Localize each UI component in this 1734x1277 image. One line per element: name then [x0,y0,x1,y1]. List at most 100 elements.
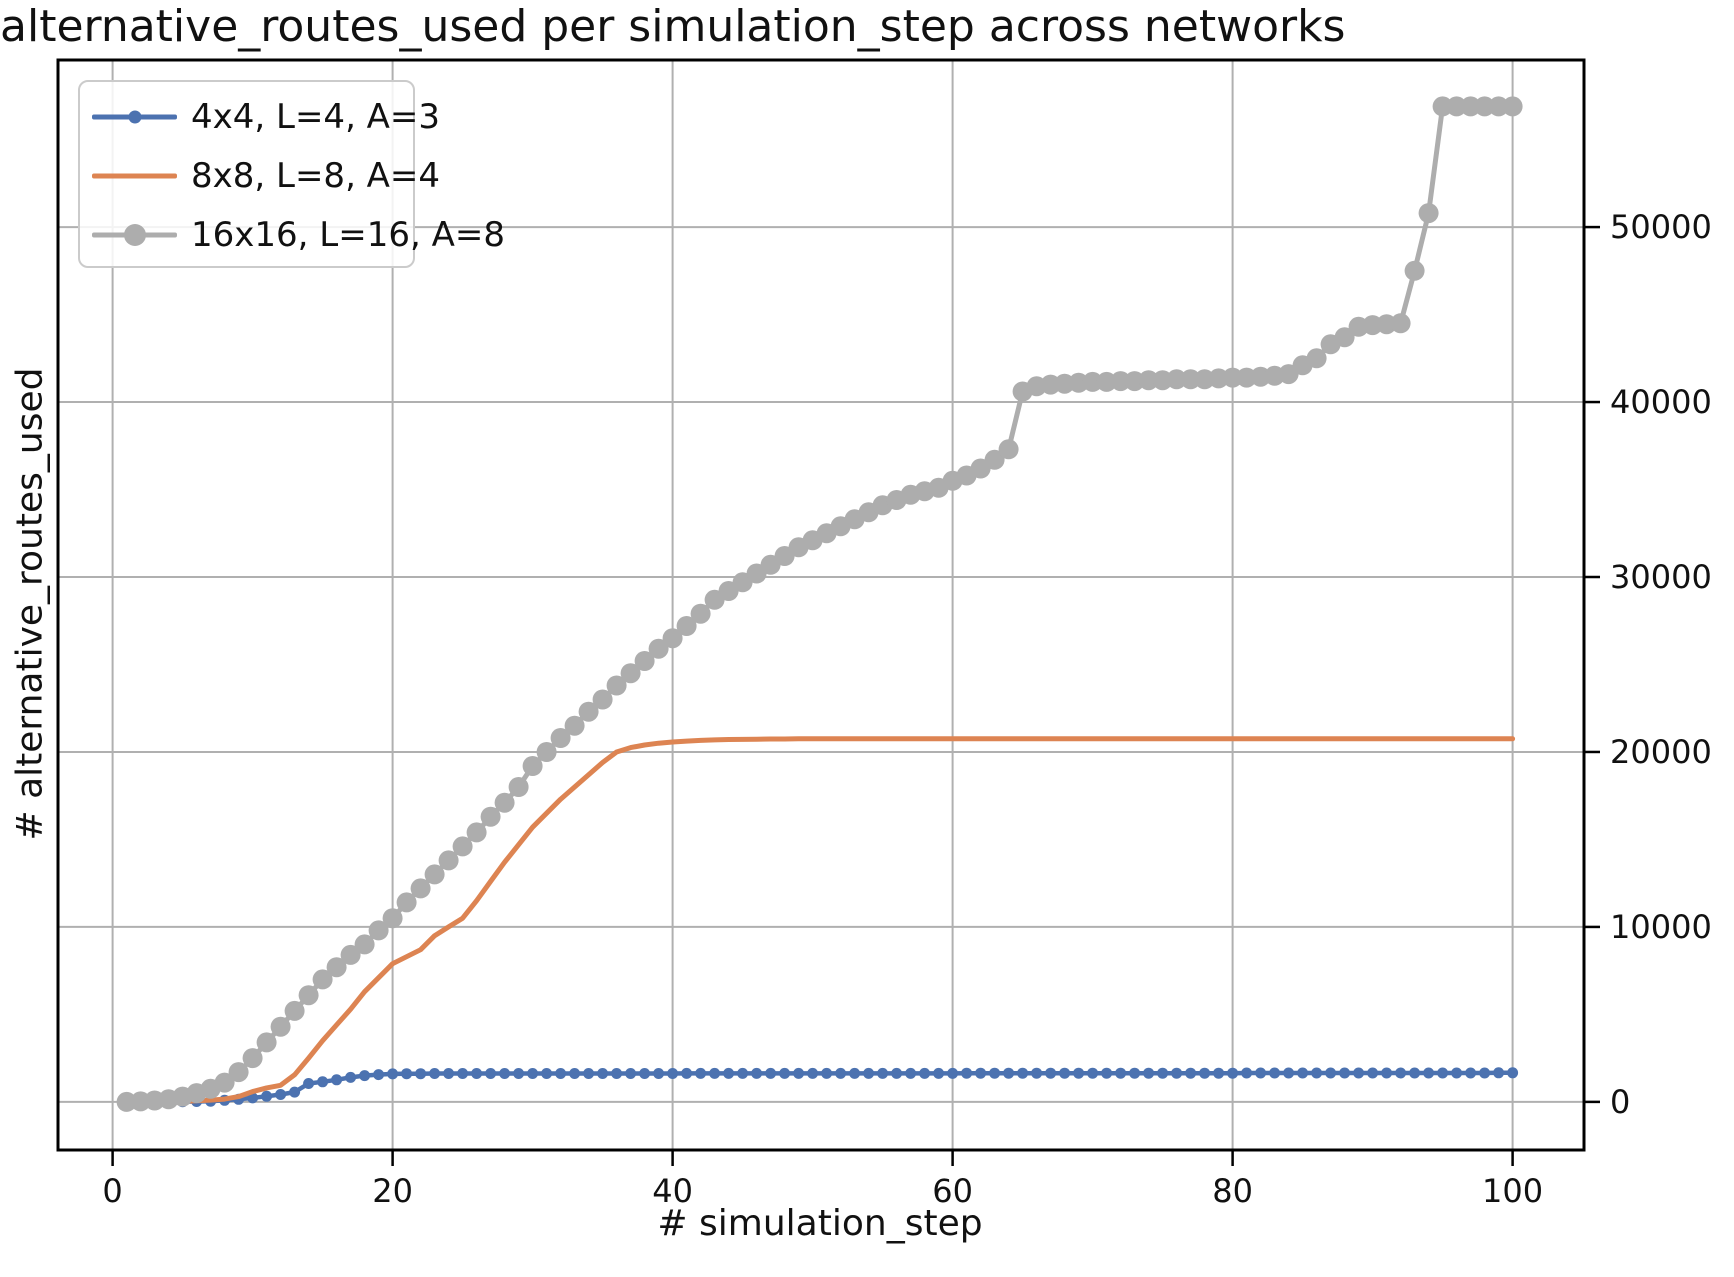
series-marker [1339,1067,1351,1079]
series-marker [681,1067,693,1079]
series-marker [401,1068,413,1080]
series-marker [1082,371,1103,392]
series-marker [984,449,1005,470]
series-marker [1180,369,1201,390]
legend-line-sample-icon [92,106,177,128]
legend-item-label: 8x8, L=8, A=4 [191,155,441,196]
series-marker [541,1068,553,1079]
x-tick-label: 80 [1212,1172,1253,1210]
series-marker [527,1068,539,1079]
series-marker [1059,1067,1071,1079]
series-marker [499,1068,511,1079]
series-marker [1432,96,1453,117]
series-marker [373,1069,385,1081]
series-marker [947,1067,959,1079]
series-marker [709,1067,721,1079]
series-marker [480,806,501,827]
series-marker [317,1076,329,1088]
series-marker [1073,1067,1085,1079]
series-marker [368,920,389,941]
series-marker [648,638,669,659]
series-marker [751,1067,763,1079]
x-axis-label: # simulation_step [657,1203,983,1244]
series-marker [326,957,347,978]
x-tick-label: 40 [652,1172,693,1210]
plot-border [56,58,1586,1152]
series-marker [564,715,585,736]
series-marker [1334,327,1355,348]
series-marker [1157,1067,1169,1079]
series-marker [1474,96,1495,117]
series-marker [821,1067,833,1079]
series-marker [438,850,459,871]
series-marker [662,628,683,649]
series-marker [620,663,641,684]
series-marker [242,1048,263,1069]
series-marker [256,1032,277,1053]
series-marker [1353,1067,1365,1079]
legend-marker-icon [128,110,141,123]
series-marker [835,1067,847,1079]
series-line [124,736,1516,1105]
series-marker [1227,1067,1239,1079]
series-marker [270,1016,291,1037]
legend-item: 4x4, L=4, A=3 [92,87,440,146]
series-marker [471,1068,483,1079]
series-marker [611,1068,623,1079]
series-marker [625,1068,637,1079]
series-marker [387,1068,399,1080]
series-marker [1101,1067,1113,1079]
x-tick-label: 60 [932,1172,973,1210]
series-marker [298,985,319,1006]
series-marker [396,892,417,913]
series-marker [592,689,613,710]
series-marker [1138,370,1159,391]
series-marker [569,1068,581,1079]
series-marker [410,878,431,899]
chart-title: alternative_routes_used per simulation_s… [0,1,1346,52]
series-marker [1269,1067,1281,1079]
series-marker [261,1090,273,1102]
series-marker [1045,1067,1057,1079]
series-marker [1465,1067,1477,1079]
series-marker [1367,1067,1379,1079]
series-marker [429,1068,441,1079]
series-marker [536,742,557,762]
series-line [124,1070,1515,1105]
series-marker [116,1091,137,1112]
series-marker [1493,1067,1505,1079]
series-marker [513,1068,525,1079]
series-marker [1451,1067,1463,1079]
series-marker [1306,348,1327,369]
series-marker [1395,1067,1407,1079]
series-marker [998,439,1019,460]
series-marker [676,616,697,636]
series-marker [312,969,333,990]
legend-marker-icon [123,223,146,246]
y-tick-label: 50000 [1610,208,1712,246]
series-marker [424,864,445,885]
series-marker [737,1067,749,1079]
series-marker [1311,1067,1323,1079]
series-marker [1222,367,1243,388]
y-tick-label: 0 [1610,1083,1630,1121]
series-marker [583,1068,595,1079]
series-marker [1166,369,1187,390]
series-marker [550,728,571,748]
series-marker [597,1068,609,1079]
series-marker [340,944,361,965]
series-marker [634,651,655,671]
legend-item-label: 16x16, L=16, A=8 [191,214,505,255]
series-marker [284,1000,305,1021]
series-marker [961,1067,973,1079]
series-marker [1390,313,1411,334]
series-marker [1115,1067,1127,1079]
series-marker [578,701,599,722]
series-marker [933,1067,945,1079]
series-marker [1325,1067,1337,1079]
series-marker [1488,96,1509,117]
series-marker [653,1068,665,1079]
series-marker [466,822,487,843]
series-marker [765,1067,777,1079]
